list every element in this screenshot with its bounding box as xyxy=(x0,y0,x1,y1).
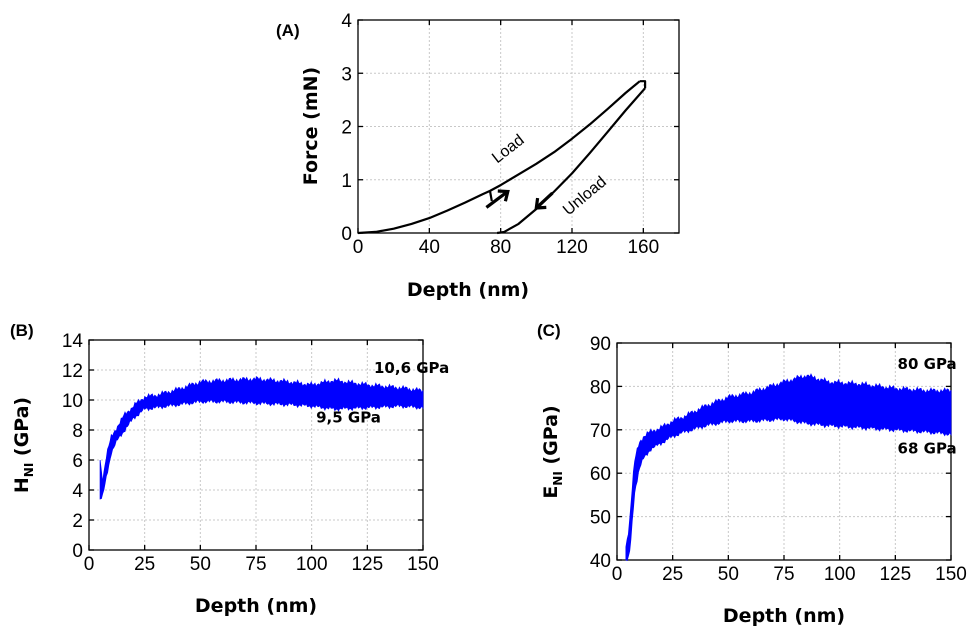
x-tick-label: 80 xyxy=(490,237,511,258)
y-axis-title-unit: (GPa) xyxy=(540,405,562,471)
x-tick-label: 120 xyxy=(556,237,588,258)
panel-label: (C) xyxy=(537,321,561,340)
panel-c-modulus-chart: 0 25 50 75 100 125 150 40 50 60 70 80 90 (C) Depth (nm… xyxy=(537,321,967,627)
series-line-hold xyxy=(639,80,647,89)
x-axis-title: Depth (nm) xyxy=(407,279,529,301)
data-band xyxy=(99,376,424,500)
curve-annotation: Unload xyxy=(560,173,610,219)
y-tick-label: 4 xyxy=(341,11,352,32)
series-line-unload xyxy=(496,87,646,235)
x-tick-label: 40 xyxy=(419,237,440,258)
y-tick-label: 14 xyxy=(62,331,84,352)
y-axis-title-main: E xyxy=(540,486,562,499)
x-tick-label: 75 xyxy=(773,564,794,585)
y-axis-title-subscript: NI xyxy=(551,471,565,486)
direction-arrow-head xyxy=(497,189,510,202)
y-tick-label: 8 xyxy=(72,421,83,442)
y-tick-label: 2 xyxy=(341,118,352,139)
x-tick-label: 125 xyxy=(879,564,911,585)
y-axis-title-main: H xyxy=(11,477,33,493)
y-tick-label: 0 xyxy=(341,224,352,245)
y-tick-label: 90 xyxy=(590,334,611,355)
direction-arrow-head xyxy=(534,197,547,210)
series-line-load xyxy=(357,80,641,235)
panel-b-hardness-chart: 0 25 50 75 100 125 150 0 2 4 6 8 10 12 14 (B) Depth (nm)… xyxy=(10,321,449,617)
value-annotation: 80 GPa xyxy=(898,355,957,373)
y-tick-label: 0 xyxy=(72,541,83,562)
x-tick-label: 100 xyxy=(296,554,328,575)
direction-arrow-shaft xyxy=(535,191,554,210)
y-tick-label: 2 xyxy=(72,511,83,532)
curve-annotation: Load xyxy=(489,132,528,167)
y-axis-title-subscript: NI xyxy=(22,463,36,478)
series-line-drop xyxy=(488,190,493,202)
y-tick-label: 4 xyxy=(72,481,83,502)
x-tick-label: 160 xyxy=(627,237,659,258)
x-tick-label: 50 xyxy=(190,554,211,575)
y-tick-label: 1 xyxy=(341,171,352,192)
value-annotation: 10,6 GPa xyxy=(374,359,449,377)
y-axis-title: HNI (GPa) xyxy=(11,397,36,493)
x-tick-label: 0 xyxy=(612,564,623,585)
y-tick-label: 60 xyxy=(590,464,611,485)
panel-a-force-depth-chart: 0 40 80 120 160 0 1 2 3 4 (A) Depth (nm) Force (mN) L… xyxy=(276,11,680,301)
y-tick-label: 80 xyxy=(590,377,611,398)
y-axis-title: ENI (GPa) xyxy=(540,405,565,498)
y-axis-title-unit: (GPa) xyxy=(11,397,33,463)
y-tick-label: 70 xyxy=(590,421,611,442)
x-tick-label: 100 xyxy=(824,564,856,585)
y-tick-label: 10 xyxy=(62,391,83,412)
x-tick-label: 75 xyxy=(245,554,266,575)
x-tick-label: 0 xyxy=(353,237,364,258)
x-tick-label: 50 xyxy=(718,564,739,585)
value-annotation: 68 GPa xyxy=(898,440,957,458)
y-tick-label: 50 xyxy=(590,508,611,529)
direction-arrow-shaft xyxy=(485,190,509,209)
x-tick-label: 0 xyxy=(84,554,95,575)
data-band xyxy=(625,373,952,562)
y-axis-title: Force (mN) xyxy=(300,67,322,185)
x-tick-label: 150 xyxy=(935,564,967,585)
y-tick-label: 6 xyxy=(72,451,83,472)
y-tick-label: 3 xyxy=(341,64,352,85)
x-tick-label: 25 xyxy=(662,564,683,585)
x-tick-label: 125 xyxy=(351,554,383,575)
panel-label: (A) xyxy=(276,21,300,40)
panel-label: (B) xyxy=(10,321,34,340)
y-tick-label: 40 xyxy=(590,551,611,572)
x-tick-label: 150 xyxy=(407,554,439,575)
x-axis-title: Depth (nm) xyxy=(723,605,845,627)
x-tick-label: 25 xyxy=(134,554,155,575)
x-axis-title: Depth (nm) xyxy=(195,595,317,617)
y-tick-label: 12 xyxy=(62,361,83,382)
value-annotation: 9,5 GPa xyxy=(316,409,381,427)
